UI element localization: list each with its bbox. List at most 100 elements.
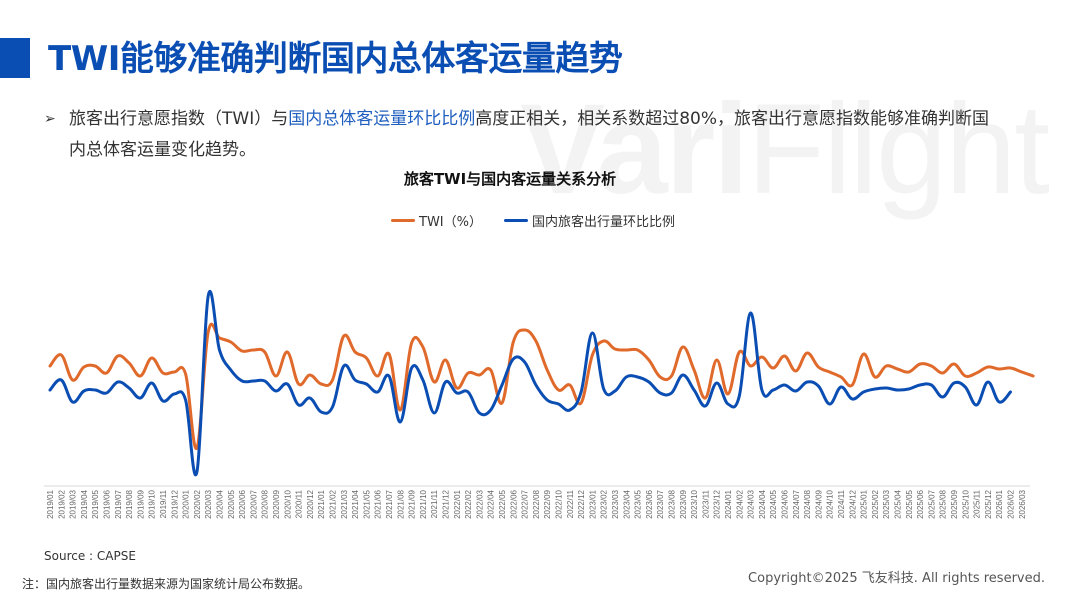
x-tick-label: 2019/09 [136, 489, 145, 518]
legend-label-twi: TWI（%） [419, 215, 482, 230]
title-accent-bar [0, 38, 30, 78]
x-tick-label: 2022/05 [498, 489, 507, 518]
x-tick-label: 2019/02 [57, 489, 66, 518]
x-tick-label: 2023/07 [656, 489, 665, 518]
x-tick-label: 2023/09 [679, 489, 688, 518]
x-tick-label: 2023/06 [645, 489, 654, 518]
x-tick-label: 2023/12 [713, 489, 722, 518]
footnote: 注：国内旅客出行量数据来源为国家统计局公布数据。 [22, 577, 311, 591]
x-tick-label: 2023/11 [701, 489, 710, 518]
x-tick-label: 2019/05 [91, 489, 100, 518]
x-tick-label: 2023/08 [668, 489, 677, 518]
x-tick-label: 2025/01 [860, 489, 869, 518]
x-tick-label: 2025/11 [973, 489, 982, 518]
x-tick-label: 2024/08 [803, 489, 812, 518]
x-tick-label: 2021/02 [329, 489, 338, 518]
x-tick-label: 2021/05 [362, 489, 371, 518]
x-tick-label: 2024/06 [781, 489, 790, 518]
x-tick-label: 2019/07 [114, 489, 123, 518]
x-tick-label: 2023/02 [600, 489, 609, 518]
x-tick-label: 2025/04 [894, 489, 903, 518]
x-tick-label: 2025/06 [916, 489, 925, 518]
x-tick-label: 2022/09 [543, 489, 552, 518]
x-tick-label: 2022/11 [566, 489, 575, 518]
x-tick-label: 2024/03 [747, 489, 756, 518]
x-tick-label: 2021/11 [430, 489, 439, 518]
bullet-arrow-icon: ➢ [44, 111, 56, 127]
page-title: TWI能够准确判断国内总体客运量趋势 [48, 39, 623, 79]
x-tick-label: 2024/01 [724, 489, 733, 518]
x-tick-label: 2020/01 [182, 489, 191, 518]
x-tick-label: 2021/03 [340, 489, 349, 518]
legend-item-flow: 国内旅客出行量环比比例 [503, 211, 675, 230]
x-tick-label: 2022/10 [555, 489, 564, 518]
x-tick-label: 2021/04 [351, 489, 360, 518]
legend-item-twi: TWI（%） [391, 211, 482, 230]
x-tick-label: 2022/12 [577, 489, 586, 518]
x-tick-label: 2026/02 [1007, 489, 1016, 518]
legend-label-flow: 国内旅客出行量环比比例 [531, 215, 675, 230]
series-twi-line [48, 322, 1035, 450]
x-tick-label: 2020/12 [306, 489, 315, 518]
source-label: Source : CAPSE [44, 549, 136, 563]
x-tick-label: 2021/08 [396, 489, 405, 518]
x-tick-label: 2023/10 [690, 489, 699, 518]
copyright: Copyright©2025 飞友科技. All rights reserved… [748, 571, 1045, 586]
x-tick-label: 2020/02 [193, 489, 202, 518]
x-tick-label: 2022/02 [464, 489, 473, 518]
summary-bullet: ➢ 旅客出行意愿指数（TWI）与国内总体客运量环比比例高度正相关，相关系数超过8… [44, 104, 1004, 166]
x-tick-label: 2021/10 [419, 489, 428, 518]
x-tick-label: 2019/11 [159, 489, 168, 518]
x-tick-label: 2020/07 [249, 489, 258, 518]
x-tick-label: 2025/07 [927, 489, 936, 518]
x-tick-label: 2019/10 [148, 489, 157, 518]
x-tick-label: 2022/06 [509, 489, 518, 518]
x-tick-label: 2022/07 [521, 489, 530, 518]
x-tick-label: 2020/11 [295, 489, 304, 518]
x-tick-label: 2023/05 [634, 489, 643, 518]
x-axis-tick-labels: 2019/01 2019/02 2019/03 2019/04 2019/05 2019/… [46, 489, 1027, 518]
x-tick-label: 2020/04 [216, 489, 225, 518]
summary-text: 旅客出行意愿指数（TWI）与国内总体客运量环比比例高度正相关，相关系数超过80%… [44, 104, 1004, 166]
x-tick-label: 2021/07 [385, 489, 394, 518]
x-tick-label: 2022/08 [532, 489, 541, 518]
x-tick-label: 2021/01 [317, 489, 326, 518]
x-tick-label: 2024/04 [758, 489, 767, 518]
summary-highlight: 国内总体客运量环比比例 [288, 109, 476, 129]
x-tick-label: 2020/10 [283, 489, 292, 518]
x-tick-label: 2020/08 [261, 489, 270, 518]
x-tick-label: 2023/03 [611, 489, 620, 518]
x-tick-label: 2025/10 [961, 489, 970, 518]
chart-legend: TWI（%） 国内旅客出行量环比比例 [391, 211, 697, 230]
x-tick-label: 2020/06 [238, 489, 247, 518]
legend-swatch-blue-icon [503, 219, 528, 222]
x-tick-label: 2019/08 [125, 489, 134, 518]
x-tick-label: 2024/09 [814, 489, 823, 518]
x-tick-label: 2025/03 [882, 489, 891, 518]
x-tick-label: 2021/12 [442, 489, 451, 518]
x-tick-label: 2019/01 [46, 489, 55, 518]
chart-title: 旅客TWI与国内客运量关系分析 [403, 170, 617, 188]
x-tick-label: 2020/09 [272, 489, 281, 518]
x-tick-label: 2019/06 [103, 489, 112, 518]
summary-text-part2: 高度正相关，相关系数超过80%，旅客出行意愿指数能够准确判断国内总体客运量变化趋… [69, 109, 990, 160]
series-flow-line [48, 290, 1012, 477]
x-tick-label: 2024/12 [848, 489, 857, 518]
x-tick-label: 2019/03 [69, 489, 78, 518]
x-tick-label: 2024/07 [792, 489, 801, 518]
x-tick-label: 2019/04 [80, 489, 89, 518]
x-tick-label: 2024/05 [769, 489, 778, 518]
legend-swatch-orange-icon [391, 219, 415, 222]
x-tick-label: 2025/08 [939, 489, 948, 518]
x-tick-label: 2025/05 [905, 489, 914, 518]
x-tick-label: 2020/05 [227, 489, 236, 518]
x-tick-label: 2023/01 [588, 489, 597, 518]
x-tick-label: 2026/01 [995, 489, 1004, 518]
x-tick-label: 2025/09 [950, 489, 959, 518]
x-tick-label: 2024/11 [837, 489, 846, 518]
x-tick-label: 2024/02 [735, 489, 744, 518]
x-tick-label: 2024/10 [826, 489, 835, 518]
x-tick-label: 2020/03 [204, 489, 213, 518]
x-tick-label: 2023/04 [622, 489, 631, 518]
